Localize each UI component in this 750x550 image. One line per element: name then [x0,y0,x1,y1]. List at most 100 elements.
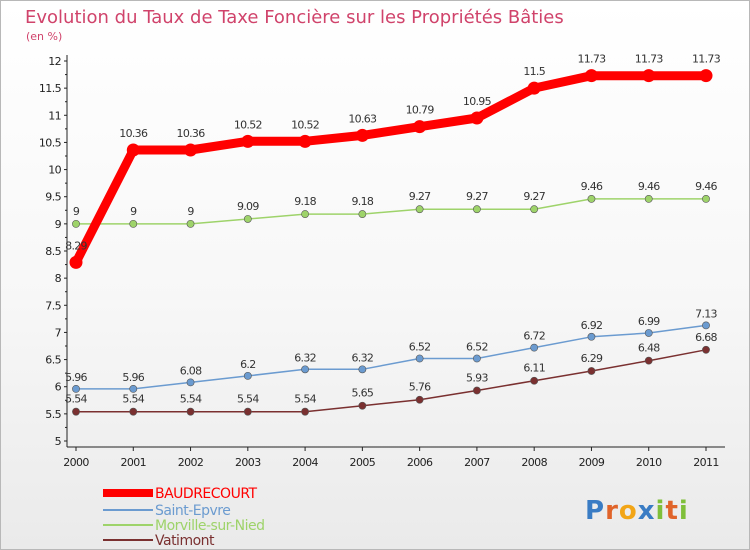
data-point [186,407,195,416]
data-label: 11.73 [577,53,606,66]
series-line [75,349,707,413]
data-point [358,210,367,218]
legend-label: Morville-sur-Nied [155,518,264,534]
data-label: 6.68 [695,331,717,344]
series-line [71,71,711,267]
chart-title: Evolution du Taux de Taxe Foncière sur l… [25,7,564,28]
series-lines [71,71,711,413]
y-tick-label: 9.5 [45,191,61,204]
data-label: 9.27 [409,190,431,203]
data-label: 6.52 [466,340,488,353]
series-points [69,69,713,416]
data-label: 6.11 [523,362,545,375]
data-point [358,401,367,410]
brand-letter: x [638,496,656,526]
data-point [69,255,83,269]
data-point [473,354,481,363]
data-label: 9 [187,205,194,218]
data-point [129,384,138,393]
data-label: 6.08 [180,364,202,377]
data-point [587,332,596,341]
data-label: 10.52 [234,118,262,131]
data-label: 6.32 [352,351,374,364]
y-tick-label: 7.5 [45,299,61,312]
data-point [699,69,713,83]
data-label: 9.46 [695,180,717,193]
data-label: 7.13 [695,307,717,320]
y-tick-label: 5 [55,435,62,448]
data-label: 9.46 [638,180,660,193]
y-tick-label: 10 [48,164,61,177]
x-tick-label: 2002 [178,456,204,469]
data-label: 6.32 [294,351,316,364]
data-label: 9.27 [523,190,545,203]
legend-label: Vatimont [155,533,215,549]
data-label: 10.52 [291,118,319,131]
brand-letter: i [656,496,666,526]
data-point [470,111,484,125]
chart-subtitle: (en %) [26,30,62,43]
data-point [413,120,427,134]
data-point [129,407,138,416]
data-point [527,81,541,95]
data-label: 6.92 [581,319,603,332]
brand-letter: r [605,496,619,526]
x-tick-label: 2008 [521,456,547,469]
data-label: 5.54 [122,393,144,406]
y-tick-label: 11.5 [39,82,62,95]
data-point [301,365,309,374]
data-point [184,143,198,157]
y-tick-label: 7 [55,326,62,339]
data-point [301,210,309,218]
y-tick-label: 8 [55,272,62,285]
data-point [644,194,653,203]
data-point [298,134,312,148]
data-label: 9 [73,205,80,218]
data-point [644,329,653,337]
data-point [644,356,653,365]
brand-letter: o [619,496,638,526]
data-label: 6.29 [581,352,603,365]
data-point [530,343,539,352]
data-point [301,407,309,416]
y-tick-label: 8.5 [45,245,61,258]
data-label: 9.27 [466,190,488,203]
x-tick-label: 2004 [292,456,318,469]
data-point [530,205,539,214]
data-point [72,407,80,416]
x-tick-label: 2007 [464,456,490,469]
axes: 5 5.5 6 6.5 7 7.5 8 8.5 9 9.5 10 10.5 11 11.5 12 2000 20… [39,55,725,469]
data-point [415,354,424,363]
data-point [530,376,539,385]
data-label: 9.18 [294,195,316,208]
y-tick-label: 12 [48,55,61,68]
data-label: 6.72 [523,330,545,343]
data-point [473,386,481,395]
data-label: 9.18 [352,195,374,208]
brand-letter: i [679,496,689,526]
data-label: 5.65 [352,387,374,400]
data-point [642,69,656,83]
x-tick-label: 2001 [120,456,146,469]
data-point [186,219,195,228]
y-tick-label: 11 [48,109,61,122]
data-point [702,345,710,354]
x-tick-label: 2006 [407,456,433,469]
brand-letter: P [585,496,605,526]
legend-label: BAUDRECOURT [155,486,258,502]
series-line [75,324,707,390]
data-point [587,194,596,203]
data-labels: 5.54 5.54 5.54 5.54 5.54 5.65 5.765.936.116.29… [65,53,721,406]
brand-logo: Proxiti [585,496,689,526]
data-label: 5.54 [237,393,259,406]
data-point [415,395,424,404]
data-label: 5.93 [466,372,488,385]
brand-text: Proxiti [585,496,689,526]
data-point [241,134,255,148]
brand-letter: t [665,496,678,526]
data-label: 10.63 [348,112,377,125]
data-label: 9.46 [581,180,603,193]
data-label: 9 [130,205,137,218]
y-tick-label: 9 [55,218,62,231]
